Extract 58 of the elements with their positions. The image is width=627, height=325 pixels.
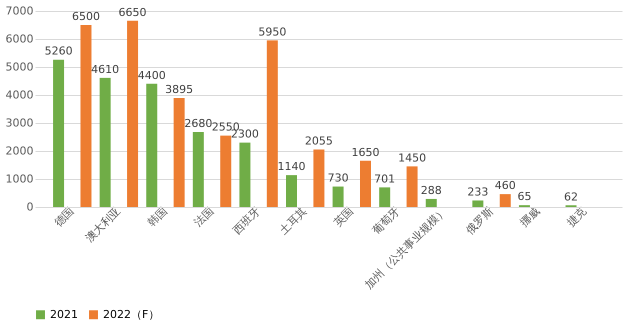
data-label: 5260 (44, 44, 73, 58)
x-tick-label: 葡萄牙 (370, 204, 403, 238)
bar (500, 194, 511, 207)
y-tick-label: 0 (26, 200, 34, 214)
bar (406, 166, 418, 207)
bar (80, 25, 92, 207)
y-tick-label: 4000 (6, 88, 34, 102)
legend-label: 2021 (50, 308, 78, 321)
bar (379, 187, 390, 207)
y-tick-label: 3000 (6, 116, 34, 130)
bar (220, 136, 232, 207)
data-label: 2055 (304, 134, 333, 148)
x-tick-label: 英国 (331, 204, 356, 230)
bar (174, 98, 185, 207)
bar (100, 78, 111, 207)
x-tick-label: 德国 (52, 204, 77, 230)
bar (313, 149, 324, 207)
bar (53, 60, 64, 207)
data-label: 2680 (184, 116, 212, 130)
x-tick-label: 韩国 (144, 204, 170, 230)
data-label: 6500 (72, 10, 100, 23)
bar (239, 142, 250, 207)
y-tick-label: 5000 (6, 60, 34, 74)
bar (146, 84, 158, 207)
x-tick-label: 澳大利亚 (82, 204, 124, 245)
data-label: 1650 (351, 146, 380, 159)
x-tick-label: 法国 (192, 204, 216, 230)
data-label: 5950 (258, 25, 286, 38)
data-label: 460 (494, 179, 516, 192)
y-tick-label: 2000 (6, 144, 34, 158)
data-label: 6650 (118, 6, 147, 19)
data-label: 62 (564, 190, 578, 204)
y-tick-label: 1000 (6, 172, 34, 186)
data-label: 3895 (165, 82, 194, 96)
bar (360, 160, 371, 207)
data-label: 1140 (278, 160, 306, 174)
y-tick-label: 6000 (6, 32, 34, 46)
data-label: 1450 (398, 151, 426, 164)
y-tick-label: 7000 (6, 4, 34, 18)
x-tick-label: 俄罗斯 (463, 204, 496, 238)
data-label: 233 (467, 185, 488, 198)
data-label: 288 (420, 184, 442, 197)
data-label: 4400 (138, 68, 166, 82)
bar (127, 20, 138, 207)
x-tick-label: 捷克 (564, 204, 589, 230)
data-label: 65 (517, 190, 532, 204)
x-tick-label: 土耳其 (276, 204, 310, 238)
bar (192, 132, 204, 207)
bar (286, 175, 298, 207)
data-label: 730 (328, 172, 349, 185)
legend-label: 2022（F） (103, 308, 160, 321)
bar (332, 186, 344, 207)
bar (266, 40, 278, 207)
bar (426, 198, 437, 207)
data-label: 701 (374, 172, 396, 186)
x-tick-label: 西班牙 (230, 204, 263, 238)
data-label: 4610 (91, 62, 120, 76)
bar (472, 200, 484, 207)
